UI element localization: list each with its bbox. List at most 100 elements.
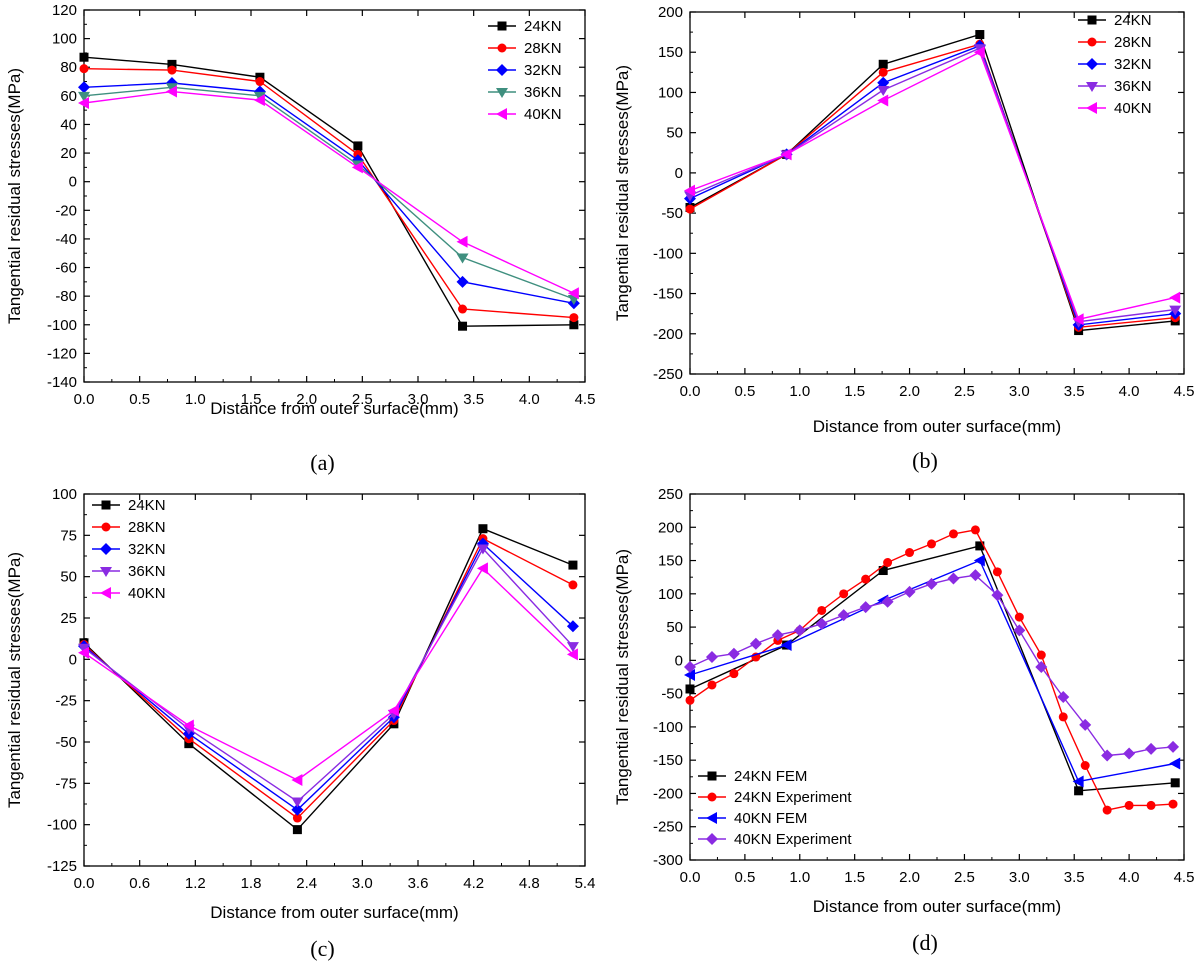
- data-point: [975, 541, 985, 551]
- x-tick-label: 0.0: [680, 383, 701, 400]
- legend-marker: [100, 567, 112, 577]
- x-tick-label: 3.0: [352, 875, 373, 892]
- y-tick-label: 60: [60, 88, 77, 105]
- x-tick-label: 1.5: [844, 869, 865, 886]
- x-tick-label: 2.5: [352, 391, 373, 408]
- data-point: [1074, 786, 1084, 796]
- series-24kn-experiment: [685, 525, 1178, 815]
- x-tick-label: 1.8: [241, 875, 262, 892]
- y-tick-label: 75: [60, 527, 77, 544]
- data-point: [878, 59, 888, 69]
- y-tick-label: -100: [653, 719, 683, 736]
- series-line: [83, 542, 574, 811]
- data-point: [566, 648, 578, 661]
- data-point: [1169, 305, 1182, 316]
- legend-label: 32KN: [1114, 56, 1152, 73]
- series-40kn-experiment: [684, 569, 1180, 762]
- x-tick-label: 2.5: [954, 869, 975, 886]
- data-point: [861, 574, 871, 584]
- data-point: [973, 46, 985, 59]
- x-tick-label: 4.0: [1119, 869, 1140, 886]
- legend-label: 36KN: [524, 84, 562, 101]
- x-tick-label: 3.5: [1064, 869, 1085, 886]
- legend-label: 40KN Experiment: [734, 831, 852, 848]
- series-line: [689, 47, 1176, 323]
- data-point: [1102, 805, 1112, 815]
- x-tick-label: 0.6: [129, 875, 150, 892]
- y-tick-label: -200: [653, 785, 683, 802]
- x-tick-label: 4.5: [575, 391, 596, 408]
- series-40kn: [684, 46, 1181, 326]
- data-point: [184, 739, 194, 749]
- series-line: [83, 68, 574, 319]
- data-point: [780, 639, 792, 652]
- y-tick-label: 50: [60, 569, 77, 586]
- data-point: [476, 562, 488, 575]
- legend-label: 28KN: [524, 40, 562, 57]
- y-tick-label: -25: [55, 693, 77, 710]
- legend-label: 28KN: [128, 519, 166, 536]
- data-point: [992, 567, 1002, 577]
- legend-marker: [100, 587, 111, 599]
- data-point: [476, 544, 489, 555]
- data-point: [878, 566, 888, 576]
- y-tick-label: 80: [60, 59, 77, 76]
- legend-marker: [1086, 82, 1098, 92]
- legend-label: 40KN: [1114, 100, 1152, 117]
- data-point: [991, 589, 1004, 602]
- data-point: [1057, 690, 1070, 703]
- data-point: [925, 577, 938, 590]
- x-tick-label: 1.5: [241, 391, 262, 408]
- data-point: [1145, 742, 1158, 755]
- data-point: [1013, 624, 1026, 637]
- y-axis-title: Tangential residual stresses(MPa): [5, 552, 24, 808]
- data-point: [1170, 778, 1180, 788]
- data-point: [947, 572, 960, 585]
- x-tick-label: 4.8: [519, 875, 540, 892]
- series-line: [83, 527, 574, 831]
- series-line: [83, 86, 575, 300]
- data-point: [970, 525, 980, 535]
- legend-label: 36KN: [128, 563, 166, 580]
- y-axis-title: Tangential residual stresses(MPa): [5, 68, 24, 324]
- legend-marker: [1087, 37, 1097, 47]
- data-point: [684, 661, 696, 674]
- data-point: [1123, 747, 1136, 760]
- x-tick-label: 0.0: [680, 869, 701, 886]
- x-tick-label: 5.4: [575, 875, 596, 892]
- x-tick-label: 3.5: [1064, 383, 1085, 400]
- legend-marker: [101, 522, 111, 532]
- data-point: [878, 67, 888, 77]
- data-point: [707, 680, 717, 690]
- x-axis-title: Distance from outer surface(mm): [813, 417, 1061, 436]
- y-tick-label: -250: [653, 819, 683, 836]
- y-tick-label: -150: [653, 752, 683, 769]
- legend-marker: [706, 833, 718, 845]
- data-point: [78, 646, 89, 659]
- y-tick-label: -120: [47, 345, 77, 362]
- series-36kn: [684, 44, 1182, 328]
- y-tick-label: -50: [661, 686, 683, 703]
- data-point: [859, 601, 872, 614]
- series-32kn: [684, 39, 1182, 331]
- y-tick-label: 25: [60, 610, 77, 627]
- y-tick-label: -20: [55, 202, 77, 219]
- legend-label: 24KN: [524, 18, 562, 35]
- data-point: [905, 548, 915, 558]
- data-point: [351, 161, 363, 174]
- data-point: [727, 647, 740, 660]
- x-tick-label: 3.0: [408, 391, 429, 408]
- data-point: [1167, 740, 1180, 753]
- data-point: [839, 589, 849, 599]
- x-tick-label: 4.0: [1119, 383, 1140, 400]
- data-point: [165, 83, 178, 94]
- legend-marker: [496, 64, 508, 76]
- data-point: [255, 77, 265, 87]
- data-point: [253, 91, 266, 102]
- data-point: [685, 695, 695, 705]
- data-point: [793, 624, 806, 637]
- data-point: [705, 651, 718, 664]
- data-point: [1080, 761, 1090, 771]
- series-line: [689, 44, 1176, 326]
